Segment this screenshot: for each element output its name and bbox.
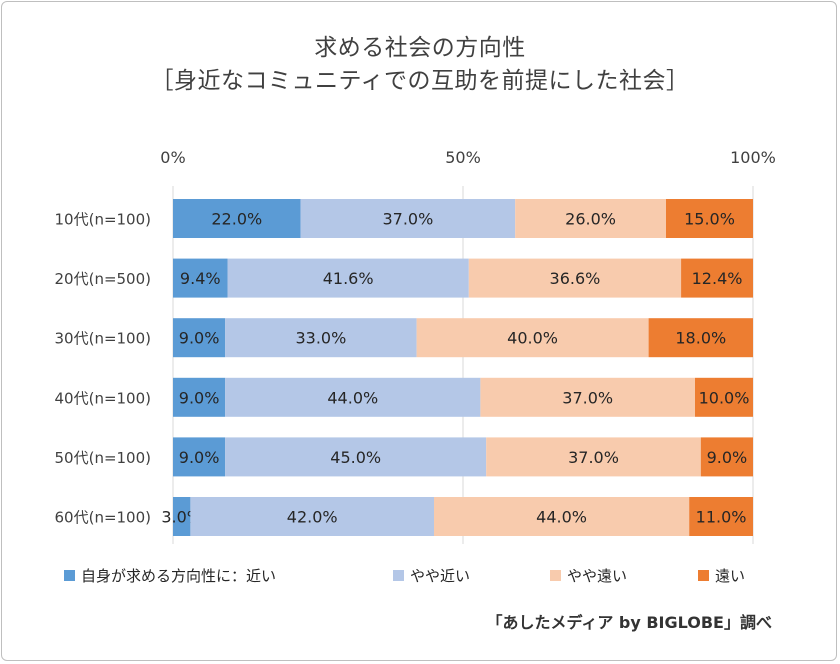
data-label: 9.0% xyxy=(179,388,220,407)
source-note: 「あしたメディア by BIGLOBE」調べ xyxy=(486,613,772,632)
bar-segment xyxy=(173,377,226,417)
category-label: 60代(n=100) xyxy=(55,509,152,527)
bar-segment xyxy=(695,377,753,417)
data-label: 42.0% xyxy=(287,508,338,527)
bar-segment xyxy=(666,199,753,238)
data-label: 37.0% xyxy=(568,448,619,467)
bar-segment xyxy=(225,377,481,417)
bar-segment xyxy=(681,258,753,298)
bar-segment xyxy=(434,497,690,536)
bar-segment xyxy=(515,199,666,238)
data-label: 44.0% xyxy=(536,508,587,527)
bar-segment xyxy=(416,318,649,358)
bar-segment xyxy=(468,258,682,298)
data-label: 10.0% xyxy=(699,388,750,407)
bar-segment xyxy=(173,437,226,477)
x-tick-label: 0% xyxy=(160,148,185,167)
chart-title: 求める社会の方向性 xyxy=(314,35,526,61)
data-label: 45.0% xyxy=(330,448,381,467)
data-label: 44.0% xyxy=(327,388,378,407)
bar-segment xyxy=(190,497,434,536)
bar-segment xyxy=(486,437,701,477)
category-label: 20代(n=500) xyxy=(55,270,152,288)
bar-segment xyxy=(700,437,753,477)
data-label: 9.0% xyxy=(707,448,748,467)
category-label: 10代(n=100) xyxy=(55,211,152,229)
legend-label: やや近い xyxy=(410,567,470,585)
bar-segment xyxy=(480,377,695,417)
data-label: 9.4% xyxy=(180,269,221,288)
bar-segment xyxy=(225,437,487,477)
legend-swatch xyxy=(393,570,404,581)
category-label: 50代(n=100) xyxy=(55,449,152,467)
legend-label: やや遠い xyxy=(567,567,627,585)
chart-subtitle: ［身近なコミュニティでの互助を前提にした社会］ xyxy=(150,68,690,94)
bar-segment xyxy=(173,258,228,298)
bar-segment xyxy=(689,497,753,536)
bar-segment xyxy=(300,199,516,238)
data-label: 22.0% xyxy=(211,210,262,229)
legend-label: 遠い xyxy=(715,567,745,585)
legend-swatch xyxy=(550,570,561,581)
legend-label: 自身が求める方向性に：近い xyxy=(81,567,276,585)
bar-segment xyxy=(648,318,753,358)
data-label: 37.0% xyxy=(562,388,613,407)
data-label: 36.6% xyxy=(550,269,601,288)
data-label: 26.0% xyxy=(565,210,616,229)
data-label: 15.0% xyxy=(684,210,735,229)
data-label: 41.6% xyxy=(323,269,374,288)
legend-swatch xyxy=(64,570,75,581)
data-label: 33.0% xyxy=(295,329,346,348)
data-label: 9.0% xyxy=(179,329,220,348)
bar-segment xyxy=(173,199,301,238)
data-label: 9.0% xyxy=(179,448,220,467)
category-label: 40代(n=100) xyxy=(55,389,152,407)
category-label: 30代(n=100) xyxy=(55,330,152,348)
bar-segment xyxy=(225,318,417,358)
x-tick-label: 100% xyxy=(730,148,776,167)
data-label: 18.0% xyxy=(675,329,726,348)
data-label: 12.4% xyxy=(692,269,743,288)
bar-segment xyxy=(227,258,469,298)
data-label: 11.0% xyxy=(696,508,747,527)
data-label: 40.0% xyxy=(507,329,558,348)
bar-segment xyxy=(173,318,226,358)
bar-segment xyxy=(173,497,191,536)
legend-swatch xyxy=(698,570,709,581)
data-label: 37.0% xyxy=(382,210,433,229)
x-tick-label: 50% xyxy=(445,148,481,167)
